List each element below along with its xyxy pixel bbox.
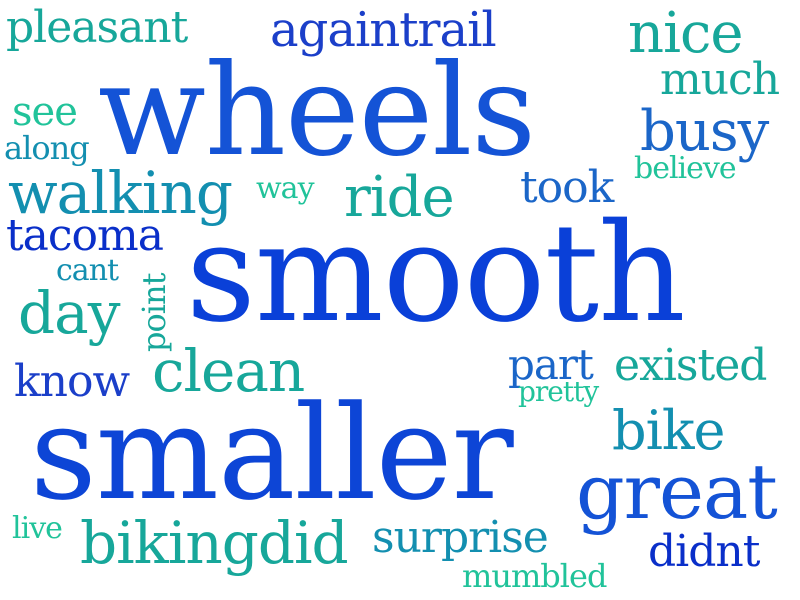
word-nice: nice — [628, 1, 743, 66]
word-ride: ride — [344, 165, 455, 230]
word-wheels: wheels — [98, 37, 536, 184]
word-part: part — [508, 340, 594, 389]
word-againtrail: againtrail — [270, 2, 497, 58]
word-pleasant: pleasant — [6, 2, 188, 53]
word-busy: busy — [640, 99, 769, 164]
word-see: see — [12, 89, 78, 135]
word-great: great — [576, 447, 778, 536]
word-walking: walking — [8, 159, 233, 227]
word-didnt: didnt — [648, 526, 760, 577]
word-live: live — [12, 511, 63, 546]
word-bikingdid: bikingdid — [80, 509, 349, 577]
word-clean: clean — [152, 337, 305, 405]
word-mumbled: mumbled — [462, 557, 607, 595]
word-day: day — [18, 279, 120, 347]
word-much: much — [660, 54, 780, 105]
word-surprise: surprise — [372, 512, 549, 563]
word-tacoma: tacoma — [6, 210, 164, 261]
word-believe: believe — [634, 151, 737, 186]
word-cant: cant — [56, 253, 119, 288]
word-smooth: smooth — [186, 195, 686, 353]
word-pretty: pretty — [518, 375, 599, 408]
word-took: took — [520, 162, 614, 213]
word-existed: existed — [614, 340, 767, 391]
word-along: along — [4, 129, 90, 167]
word-know: know — [14, 356, 130, 407]
word-bike: bike — [612, 399, 726, 462]
word-way: way — [256, 171, 315, 206]
word-smaller: smaller — [30, 377, 514, 529]
